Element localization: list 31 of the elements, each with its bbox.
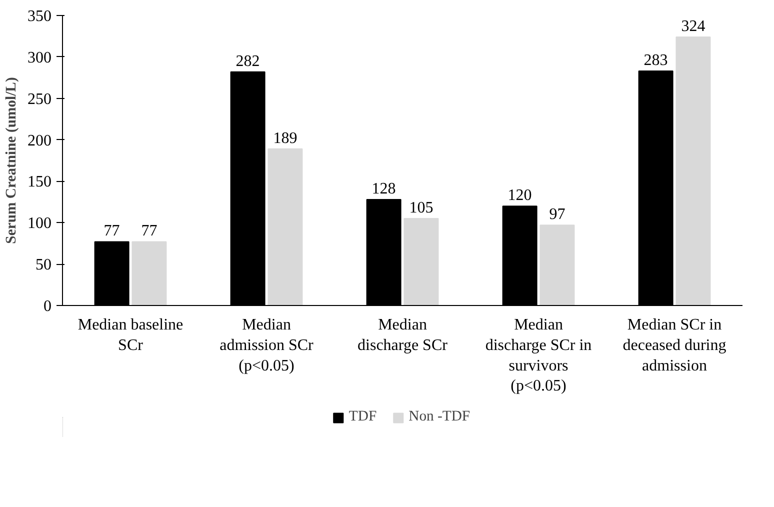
y-tick-label: 0 [44, 298, 52, 315]
y-tick-label: 200 [28, 132, 52, 150]
bar [404, 218, 439, 306]
y-tick-label: 100 [28, 215, 52, 232]
data-label: 283 [644, 52, 668, 70]
data-label: 120 [508, 187, 532, 204]
y-tick-label: 300 [28, 49, 52, 66]
y-axis-title: Serum Creatnine (umol/L) [4, 77, 20, 244]
data-label: 77 [104, 222, 120, 240]
data-label: 128 [372, 180, 396, 198]
y-tick-label: 350 [28, 8, 52, 25]
data-label: 282 [236, 52, 260, 70]
legend-label: Non -TDF [408, 408, 470, 426]
data-label: 189 [273, 130, 298, 147]
x-tick-label: Median admission SCr (p<0.05) [220, 316, 314, 374]
bar [676, 36, 711, 306]
x-tick-label: Median discharge SCr in survivors (p<0.05) [485, 316, 592, 395]
bar [268, 148, 303, 306]
legend-label: TDF [348, 408, 377, 426]
data-label: 97 [549, 206, 566, 224]
data-label: 77 [141, 222, 158, 240]
y-tick-label: 150 [28, 174, 52, 191]
y-tick-label: 250 [28, 90, 52, 108]
bar [132, 241, 167, 306]
y-tick-label: 50 [36, 256, 52, 274]
x-tick-label: Median SCr in deceased during admission [622, 316, 726, 374]
x-tick-label: Median baseline SCr [78, 316, 184, 354]
data-label: 324 [681, 18, 706, 36]
bar [540, 224, 575, 306]
data-label: 105 [409, 200, 434, 216]
x-tick-label: Median discharge SCr [358, 316, 448, 354]
